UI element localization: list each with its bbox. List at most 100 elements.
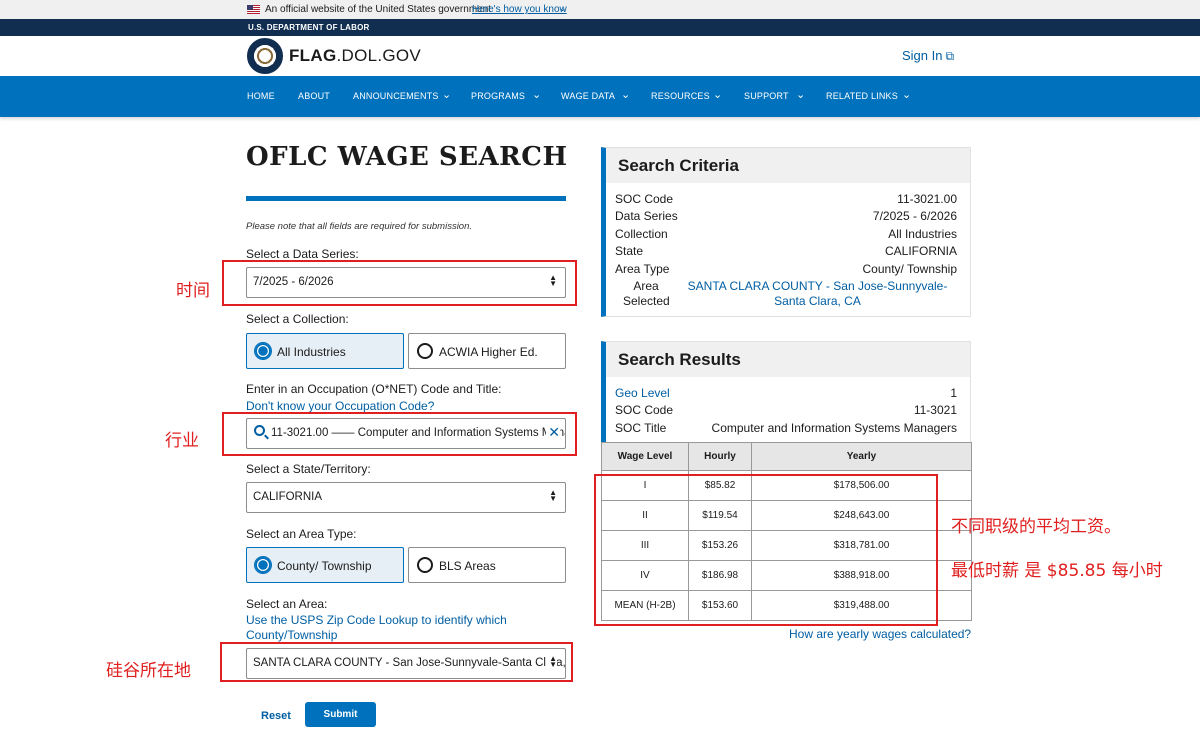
search-criteria-panel: Search Criteria — [601, 147, 971, 317]
chevron-down-icon[interactable]: ⌄ — [621, 89, 631, 101]
table-row: IV $186.98 $388,918.00 — [601, 560, 972, 591]
submit-button[interactable]: Submit — [305, 702, 376, 727]
data-series-value: 7/2025 - 6/2026 — [253, 276, 334, 288]
heres-how-you-know-link[interactable]: Here's how you know — [472, 4, 567, 15]
nav-wage-data[interactable]: WAGE DATA — [561, 91, 616, 101]
radio-selected-icon — [255, 557, 271, 573]
table-header-row: Wage Level Hourly Yearly — [601, 442, 972, 471]
site-title[interactable]: FLAG.DOL.GOV — [289, 46, 421, 66]
wage-level-cell: IV — [601, 560, 689, 591]
site-header — [0, 36, 1200, 76]
criteria-value: All Industries — [888, 227, 957, 241]
column-header: Hourly — [688, 442, 752, 471]
data-series-label: Select a Data Series: — [246, 247, 359, 261]
wage-level-cell: III — [601, 530, 689, 561]
radio-unselected-icon — [417, 557, 433, 573]
table-row: MEAN (H-2B) $153.60 $319,488.00 — [601, 590, 972, 621]
nav-related-links[interactable]: RELATED LINKS — [826, 91, 898, 101]
criteria-key: State — [615, 244, 644, 258]
zip-lookup-link[interactable]: Use the USPS Zip Code Lookup to identify… — [246, 613, 507, 642]
site-title-bold: FLAG — [289, 46, 337, 65]
annotation-minimum-salary: 最低时薪 是 $85.85 每小时 — [951, 561, 1163, 581]
search-icon — [254, 425, 265, 436]
yearly-wages-calc-link[interactable]: How are yearly wages calculated? — [789, 627, 972, 641]
criteria-value: County/ Township — [862, 262, 958, 276]
criteria-value: 7/2025 - 6/2026 — [872, 209, 957, 223]
hourly-cell: $119.54 — [688, 500, 752, 531]
dol-seal-logo[interactable] — [247, 38, 283, 74]
radio-unselected-icon — [417, 343, 433, 359]
annotation-time: 时间 — [176, 281, 210, 301]
nav-announcements[interactable]: ANNOUNCEMENTS — [353, 91, 439, 101]
results-key: SOC Code — [615, 403, 674, 417]
radio-selected-icon — [255, 343, 271, 359]
radio-label: BLS Areas — [439, 559, 496, 573]
sign-in-label: Sign In — [902, 48, 943, 63]
criteria-key: SOC Code — [615, 192, 674, 206]
chevron-down-icon[interactable]: ⌄ — [902, 89, 912, 101]
annotation-location: 硅谷所在地 — [106, 661, 191, 681]
yearly-cell: $248,643.00 — [751, 500, 972, 531]
nav-programs[interactable]: PROGRAMS — [471, 91, 526, 101]
area-select[interactable]: SANTA CLARA COUNTY - San Jose-Sunnyvale-… — [246, 648, 566, 679]
wage-level-cell: II — [601, 500, 689, 531]
hourly-cell: $153.60 — [688, 590, 752, 621]
required-note: Please note that all fields are required… — [246, 221, 473, 232]
state-select[interactable]: CALIFORNIA ▲ ▼ — [246, 482, 566, 513]
gov-banner: An official website of the United States… — [0, 0, 1200, 19]
occupation-label: Enter in an Occupation (O*NET) Code and … — [246, 382, 502, 396]
chevron-down-icon[interactable]: ⌄ — [442, 89, 452, 101]
nav-home[interactable]: HOME — [247, 91, 275, 101]
column-header: Wage Level — [601, 442, 689, 471]
annotation-average-salary: 不同职级的平均工资。 — [951, 517, 1121, 537]
wage-level-cell: MEAN (H-2B) — [601, 590, 689, 621]
gov-banner-text: An official website of the United States… — [265, 4, 492, 15]
external-link-icon: ⧉ — [945, 49, 955, 63]
title-divider — [246, 196, 566, 201]
data-series-select[interactable]: 7/2025 - 6/2026 ▲ ▼ — [246, 267, 566, 298]
department-name: U.S. DEPARTMENT OF LABOR — [248, 23, 370, 32]
occupation-input[interactable]: 11-3021.00 —— Computer and Information S… — [246, 418, 566, 449]
annotation-box-time — [222, 260, 577, 306]
area-type-bls-radio[interactable]: BLS Areas — [408, 547, 566, 583]
state-label: Select a State/Territory: — [246, 462, 371, 476]
results-value: Computer and Information Systems Manager… — [711, 421, 957, 435]
nav-resources[interactable]: RESOURCES — [651, 91, 710, 101]
radio-label: All Industries — [277, 345, 346, 359]
nav-support[interactable]: SUPPORT — [744, 91, 789, 101]
occupation-value: 11-3021.00 —— Computer and Information S… — [271, 427, 566, 439]
criteria-key: Area Selected — [623, 279, 670, 308]
select-arrows-icon: ▲ ▼ — [549, 273, 557, 288]
area-label: Select an Area: — [246, 597, 328, 611]
criteria-area-link[interactable]: SANTA CLARA COUNTY - San Jose-Sunnyvale-… — [687, 279, 948, 308]
annotation-box-wages — [594, 474, 938, 626]
collection-acwia-radio[interactable]: ACWIA Higher Ed. — [408, 333, 566, 369]
hourly-cell: $186.98 — [688, 560, 752, 591]
yearly-cell: $319,488.00 — [751, 590, 972, 621]
search-results-panel: Search Results — [601, 341, 971, 444]
chevron-down-icon[interactable]: ⌄ — [713, 89, 723, 101]
reset-button[interactable]: Reset — [261, 710, 291, 722]
sign-in-link[interactable]: Sign In ⧉ — [902, 48, 954, 64]
column-header: Yearly — [751, 442, 972, 471]
area-type-county-radio[interactable]: County/ Township — [246, 547, 404, 583]
collection-all-industries-radio[interactable]: All Industries — [246, 333, 404, 369]
search-results-heading: Search Results — [606, 342, 970, 377]
geo-level-link[interactable]: Geo Level — [615, 386, 670, 400]
area-value: SANTA CLARA COUNTY - San Jose-Sunnyvale-… — [253, 657, 566, 669]
collection-label: Select a Collection: — [246, 312, 349, 326]
results-value: 1 — [950, 386, 957, 400]
criteria-value: CALIFORNIA — [884, 244, 957, 258]
chevron-down-icon[interactable]: ⌄ — [796, 89, 806, 101]
chevron-down-icon[interactable]: ⌄ — [559, 3, 567, 13]
occupation-help-link[interactable]: Don't know your Occupation Code? — [246, 399, 435, 413]
nav-about[interactable]: ABOUT — [298, 91, 331, 101]
table-row: II $119.54 $248,643.00 — [601, 500, 972, 531]
clear-icon[interactable]: ✕ — [546, 424, 560, 441]
chevron-down-icon[interactable]: ⌄ — [532, 89, 542, 101]
annotation-industry: 行业 — [165, 431, 199, 451]
main-nav: HOME ABOUT ANNOUNCEMENTS ⌄ PROGRAMS ⌄ WA… — [0, 76, 1200, 117]
results-value: 11-3021 — [913, 403, 957, 417]
page-title: OFLC WAGE SEARCH — [246, 142, 568, 172]
criteria-key: Data Series — [615, 209, 678, 223]
